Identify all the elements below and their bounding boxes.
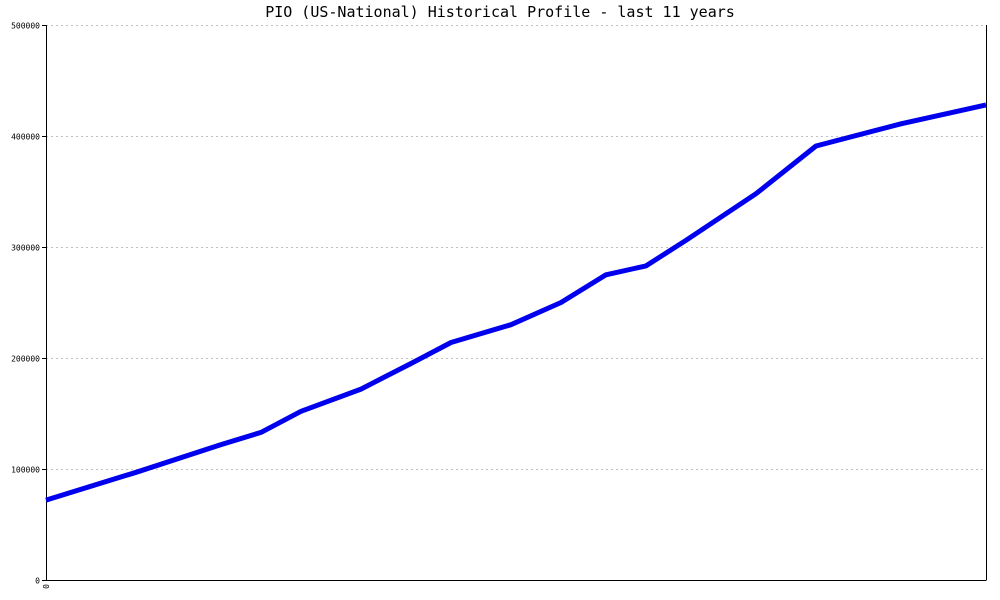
tick-labels: 0 100000 200000 300000 400000 500000 0 (11, 22, 51, 589)
y-tick-label: 500000 (11, 22, 40, 31)
grid-lines (46, 25, 986, 470)
chart-title: PIO (US-National) Historical Profile - l… (265, 3, 735, 21)
x-tick-label: 0 (42, 584, 51, 589)
series-layer (45, 102, 987, 503)
y-tick-label: 0 (35, 577, 40, 586)
axes (42, 25, 987, 581)
y-tick-label: 200000 (11, 355, 40, 364)
series-line (45, 102, 987, 503)
y-tick-label: 300000 (11, 244, 40, 253)
y-tick-label: 400000 (11, 133, 40, 142)
y-tick-label: 100000 (11, 466, 40, 475)
